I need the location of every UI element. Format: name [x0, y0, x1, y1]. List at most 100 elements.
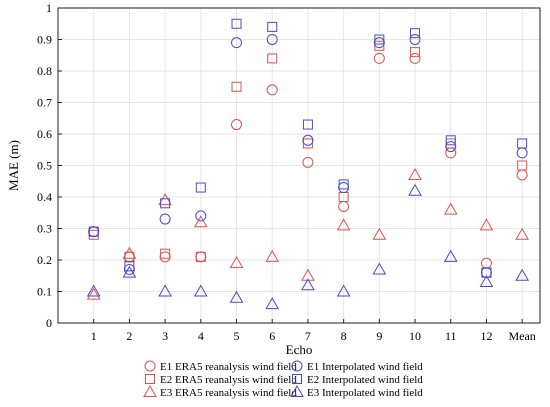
x-tick-label: 2 — [126, 329, 132, 343]
data-point — [195, 182, 206, 193]
x-tick-label: 9 — [376, 329, 382, 343]
data-point — [336, 284, 351, 297]
data-point — [265, 249, 280, 262]
data-point — [515, 268, 530, 281]
legend-marker — [144, 360, 156, 372]
legend-marker — [292, 374, 302, 384]
x-tick-label: Mean — [508, 329, 535, 343]
x-tick-label: 7 — [305, 329, 311, 343]
x-tick-label: 4 — [198, 329, 204, 343]
data-markers — [86, 18, 530, 310]
data-point — [517, 160, 528, 171]
data-point — [231, 18, 242, 29]
data-point — [267, 21, 278, 32]
data-point — [229, 290, 244, 303]
data-point — [336, 218, 351, 231]
legend-marker — [290, 384, 304, 397]
legend-marker — [145, 374, 155, 384]
data-point — [443, 249, 458, 262]
data-point — [231, 81, 242, 92]
data-point — [372, 262, 387, 275]
data-point — [302, 119, 313, 130]
data-point — [195, 210, 207, 222]
y-tick-label: 0.1 — [37, 285, 52, 299]
legend-label: E2 ERA5 reanalysis wind field — [160, 374, 297, 386]
data-point — [515, 227, 530, 240]
data-point — [338, 179, 349, 190]
data-point — [231, 119, 243, 131]
legend-label: E2 Interpolated wind field — [307, 374, 423, 386]
data-point — [159, 213, 171, 225]
data-point — [301, 268, 315, 281]
legend-label: E1 Interpolated wind field — [307, 361, 423, 373]
legend-label: E3 Interpolated wind field — [307, 387, 423, 399]
data-point — [86, 287, 101, 300]
x-tick-label: 3 — [162, 329, 168, 343]
data-point — [86, 284, 101, 297]
data-point — [408, 183, 422, 196]
data-point — [266, 34, 278, 45]
legend-label: E1 ERA5 reanalysis wind field — [160, 361, 297, 373]
x-tick-label: 1 — [91, 329, 97, 343]
data-point — [479, 218, 494, 231]
y-axis-title: MAE (m) — [6, 140, 21, 191]
y-tick-label: 0.2 — [37, 253, 52, 267]
x-tick-label: 6 — [269, 329, 275, 343]
data-point — [267, 53, 278, 64]
data-point — [372, 227, 387, 240]
data-point — [517, 138, 528, 149]
data-point — [445, 135, 456, 146]
data-point — [374, 34, 385, 45]
data-point — [302, 134, 314, 146]
legend-marker — [291, 360, 303, 372]
data-point — [481, 267, 492, 278]
data-point — [88, 226, 99, 237]
data-point — [410, 47, 421, 58]
data-point — [160, 198, 171, 209]
y-tick-label: 0.6 — [37, 127, 52, 141]
data-point — [158, 284, 172, 297]
y-tick-label: 0.3 — [37, 222, 52, 236]
data-point — [409, 34, 421, 45]
y-tick-label: 0.8 — [37, 64, 52, 78]
data-point — [408, 167, 422, 180]
data-point — [229, 256, 244, 269]
data-point — [160, 248, 171, 259]
x-tick-label: 5 — [234, 329, 240, 343]
axes — [57, 7, 541, 324]
data-point — [479, 275, 494, 288]
data-point — [266, 84, 278, 96]
data-point — [193, 215, 208, 228]
x-tick-label: 11 — [445, 329, 457, 343]
x-tick-label: 8 — [341, 329, 347, 343]
data-point — [124, 261, 135, 272]
data-point — [409, 52, 421, 64]
grid-lines — [58, 7, 540, 324]
data-point — [445, 141, 457, 153]
y-tick-label: 0.5 — [37, 159, 52, 173]
x-tick-label: 12 — [480, 329, 492, 343]
y-tick-label: 0.4 — [37, 190, 52, 204]
data-point — [122, 265, 137, 278]
data-point — [302, 156, 314, 168]
data-point — [231, 37, 243, 49]
legend-label: E3 ERA5 reanalysis wind field — [160, 387, 297, 399]
data-point — [443, 202, 458, 215]
data-point — [265, 297, 280, 310]
data-point — [122, 246, 137, 259]
data-point — [373, 52, 385, 64]
legend-marker — [143, 384, 157, 397]
y-tick-label: 1 — [46, 1, 52, 15]
data-point — [158, 193, 172, 206]
y-tick-label: 0.9 — [37, 33, 52, 47]
y-tick-label: 0.7 — [37, 96, 52, 110]
data-point — [301, 278, 315, 291]
data-point — [195, 251, 206, 262]
y-tick-label: 0 — [46, 316, 52, 330]
x-axis-title: Echo — [286, 342, 313, 357]
tick-labels: 00.10.20.30.40.50.60.70.80.911 2 3 4 5 6 7 8 9 10… — [37, 1, 536, 343]
data-point — [410, 28, 421, 39]
x-tick-label: 10 — [409, 329, 421, 343]
